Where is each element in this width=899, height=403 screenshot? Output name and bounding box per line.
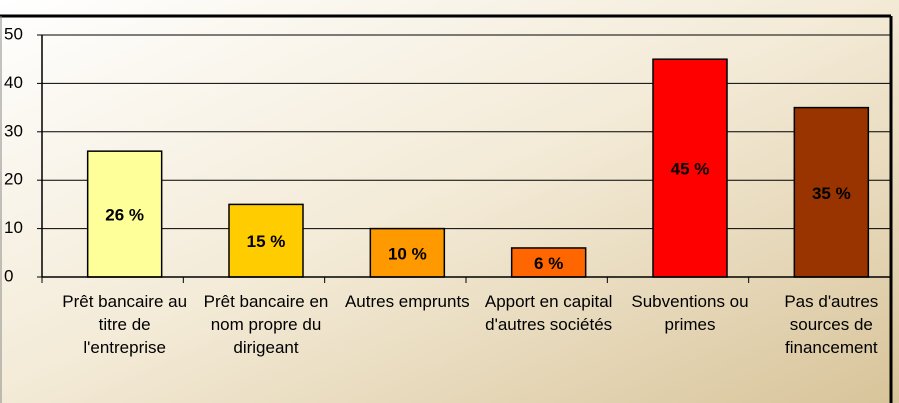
- y-tick-label: 0: [4, 266, 13, 285]
- value-label: 10 %: [388, 244, 427, 263]
- x-tick-label: Pas d'autres sources de financement: [784, 292, 879, 357]
- value-label: 45 %: [671, 160, 710, 179]
- bar: [510, 247, 587, 278]
- value-label: 6 %: [534, 254, 563, 273]
- x-tick-label: Autres emprunts: [344, 292, 470, 311]
- value-label: 26 %: [105, 206, 144, 225]
- bar: [652, 58, 728, 278]
- x-tick-label: Apport en capital d'autres sociétés: [484, 292, 613, 334]
- y-tick-label: 20: [4, 170, 23, 189]
- bar: [369, 227, 446, 278]
- x-tick-label: Subventions ou primes: [631, 292, 749, 334]
- y-tick-label: 50: [4, 24, 23, 43]
- value-label: 15 %: [247, 232, 286, 251]
- y-tick-label: 30: [4, 121, 23, 140]
- x-tick-label: Prêt bancaire au titre de l'entreprise: [62, 292, 188, 357]
- x-tick-label: Prêt bancaire en nom propre du dirigeant: [203, 292, 329, 357]
- y-tick-label: 10: [4, 218, 23, 237]
- bar: [793, 106, 870, 278]
- value-label: 35 %: [812, 184, 851, 203]
- y-tick-label: 40: [4, 73, 23, 92]
